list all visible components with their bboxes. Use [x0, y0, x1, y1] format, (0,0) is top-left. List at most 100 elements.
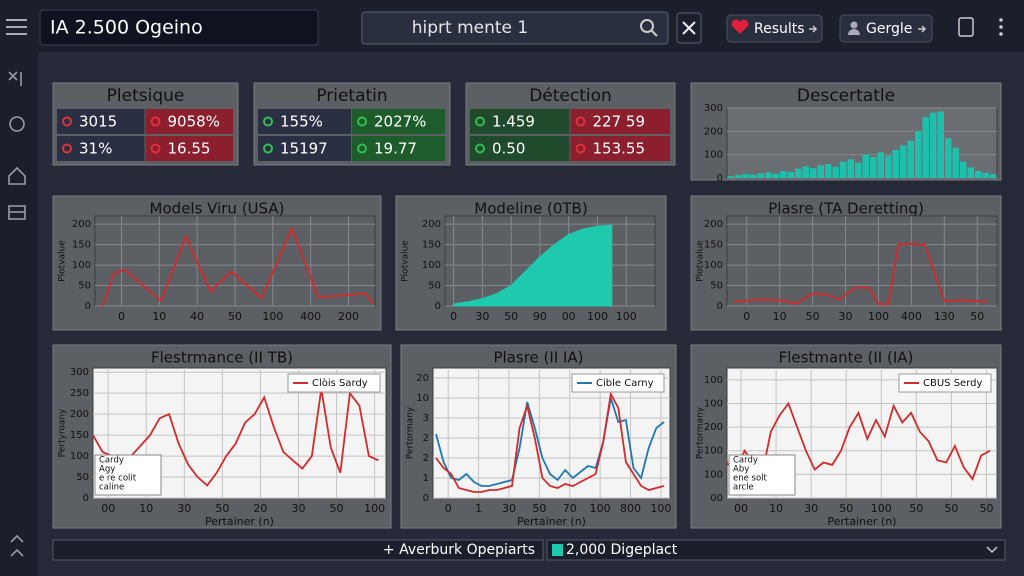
line-series — [92, 388, 379, 487]
y-tick-label: 0 — [83, 493, 89, 504]
search-box[interactable] — [361, 11, 669, 45]
y-tick-label: 50 — [710, 281, 723, 292]
histogram-bar — [795, 168, 802, 178]
stat-icon — [62, 116, 72, 127]
stat-icon — [357, 116, 367, 127]
x-tick-label: 100 — [871, 502, 892, 515]
histogram-bar — [772, 173, 779, 178]
gergle-label: Gergle — [866, 21, 912, 37]
annotation: Agy — [99, 465, 115, 475]
line-series — [733, 242, 988, 305]
stat-title: Prietatin — [316, 86, 387, 106]
histogram-bar — [877, 152, 884, 178]
stat-icon — [150, 143, 161, 154]
histogram-bar — [937, 111, 944, 178]
legend — [571, 373, 665, 393]
plot-area — [726, 107, 998, 179]
x-tick-label: 100 — [262, 310, 283, 323]
y-tick-label: 0 — [717, 173, 723, 184]
x-tick-label: 50 — [839, 502, 853, 515]
x-tick-label: 00 — [101, 502, 115, 515]
plot-area — [726, 215, 998, 307]
stat-cell — [470, 136, 570, 161]
stat-icon — [263, 143, 273, 154]
y-tick-label: 200 — [70, 409, 89, 420]
x-tick-label: 90 — [533, 310, 547, 323]
x-tick-label: 50 — [806, 310, 820, 323]
x-tick-label: 30 — [839, 310, 853, 323]
x-tick-label: 100 — [587, 310, 608, 323]
annotation: e re colit — [99, 474, 137, 484]
x-tick-label: 130 — [934, 310, 955, 323]
line-series — [435, 391, 665, 493]
y-tick-label: 20 — [416, 373, 429, 384]
histogram-bar — [960, 161, 967, 178]
area-series — [453, 224, 613, 307]
x-axis-label: Pertainer (n) — [517, 515, 586, 528]
stat-icon — [575, 143, 586, 154]
x-tick-label: 50 — [215, 502, 229, 515]
gergle-button[interactable] — [839, 14, 933, 43]
histogram-bar — [765, 172, 772, 178]
x-tick-label: 400 — [300, 310, 321, 323]
x-tick-label: 0 — [450, 310, 457, 323]
y-tick-label: 150 — [422, 240, 441, 251]
stat-value: 155% — [280, 113, 323, 131]
y-tick-label: 50 — [76, 472, 89, 483]
y-tick-label: 300 — [70, 367, 89, 378]
sidebar-icons[interactable] — [8, 71, 26, 557]
y-tick-label: 0 — [423, 493, 429, 504]
stat-icon — [575, 116, 586, 127]
histogram-bar — [982, 172, 989, 178]
x-tick-label: 100 — [868, 310, 889, 323]
x-tick-label: 50 — [330, 502, 344, 515]
tablet-icon[interactable] — [958, 17, 974, 37]
y-tick-label: 300 — [704, 103, 723, 114]
stat-value: 3015 — [79, 113, 117, 131]
y-tick-label: 100 — [422, 260, 441, 271]
footer-left[interactable] — [52, 539, 544, 561]
y-tick-label: 0 — [717, 301, 723, 312]
histogram-bar — [742, 173, 749, 178]
stat-value: 227 59 — [593, 113, 646, 131]
chart-title: Models Viru (USA) — [150, 200, 285, 218]
stat-value: 15197 — [280, 140, 328, 158]
results-button[interactable] — [726, 14, 823, 43]
y-tick-label: 3 — [423, 413, 429, 424]
line-series — [101, 225, 374, 307]
app-title: IA 2.500 Ogeino — [50, 17, 203, 39]
histogram-bar — [945, 138, 952, 178]
x-tick-label: 0 — [118, 310, 125, 323]
stat-cell — [470, 109, 570, 134]
histogram-bar — [727, 176, 734, 178]
arrow-icon — [918, 25, 927, 33]
stat-cell — [352, 136, 445, 161]
stat-value: 19.77 — [374, 140, 417, 158]
histogram-bar — [840, 161, 847, 178]
histogram-bar — [802, 166, 809, 178]
stat-value: 1.459 — [492, 113, 535, 131]
footer-left-text: + Averburk Opepiarts — [383, 542, 535, 558]
histogram-bar — [787, 171, 794, 178]
y-tick-label: 100 — [704, 260, 723, 271]
search-icon[interactable] — [640, 19, 658, 37]
y-axis-label: Pertormany — [696, 406, 706, 459]
footer-right[interactable] — [546, 539, 1006, 561]
dropdown-icon[interactable] — [986, 546, 998, 554]
histogram-bar — [832, 166, 839, 178]
more-icon[interactable] — [999, 18, 1003, 36]
histogram-bar — [847, 159, 854, 178]
legend-label: CBUS Serdy — [923, 378, 982, 389]
chart-title: Flestmante (II (IA) — [779, 349, 914, 367]
annotation: caline — [99, 483, 124, 493]
y-axis-label: Plotvalue — [696, 240, 706, 282]
footer-right-text: 2,000 Digeplact — [566, 542, 678, 558]
legend — [898, 373, 992, 393]
y-tick-label: 150 — [72, 240, 91, 251]
chart-title: Plasre (TA Deretting) — [768, 200, 924, 218]
chart-title: Descertatle — [797, 86, 895, 106]
histogram-bar — [855, 162, 862, 178]
annotation: ene solt — [733, 474, 768, 484]
menu-icon[interactable] — [6, 19, 27, 35]
x-tick-label: 800 — [620, 502, 641, 515]
